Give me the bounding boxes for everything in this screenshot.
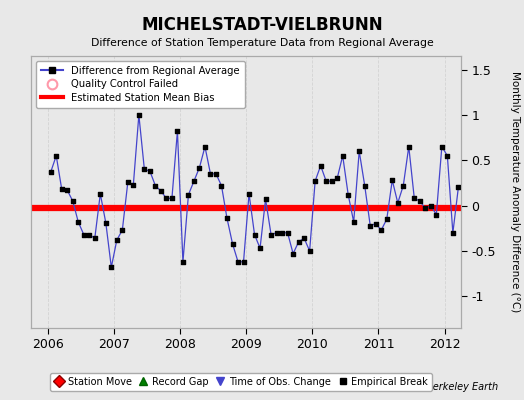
Point — [454, 184, 463, 191]
Point — [129, 182, 137, 188]
Point — [361, 182, 369, 189]
Point — [339, 152, 347, 159]
Point — [471, 207, 479, 213]
Point — [438, 144, 446, 150]
Point — [383, 216, 391, 222]
Point — [399, 182, 408, 189]
Point — [58, 186, 66, 192]
Point — [421, 205, 430, 212]
Point — [256, 245, 264, 252]
Point — [278, 230, 286, 236]
Point — [355, 148, 364, 154]
Point — [377, 227, 386, 233]
Point — [201, 144, 209, 150]
Point — [245, 191, 253, 197]
Point — [118, 227, 126, 233]
Point — [135, 112, 143, 118]
Point — [427, 202, 435, 209]
Point — [69, 198, 77, 204]
Point — [206, 171, 215, 177]
Point — [113, 237, 121, 243]
Text: MICHELSTADT-VIELBRUNN: MICHELSTADT-VIELBRUNN — [141, 16, 383, 34]
Point — [157, 188, 165, 194]
Point — [405, 144, 413, 150]
Point — [261, 196, 270, 202]
Point — [311, 178, 319, 184]
Y-axis label: Monthly Temperature Anomaly Difference (°C): Monthly Temperature Anomaly Difference (… — [510, 71, 520, 313]
Point — [146, 168, 154, 174]
Legend: Difference from Regional Average, Quality Control Failed, Estimated Station Mean: Difference from Regional Average, Qualit… — [37, 61, 245, 108]
Point — [388, 177, 397, 184]
Point — [217, 182, 226, 189]
Point — [289, 250, 297, 257]
Point — [328, 178, 336, 184]
Point — [179, 259, 187, 265]
Point — [184, 192, 193, 198]
Point — [173, 128, 182, 134]
Point — [91, 235, 99, 242]
Point — [212, 171, 220, 177]
Point — [410, 195, 419, 202]
Point — [80, 232, 88, 238]
Text: Difference of Station Temperature Data from Regional Average: Difference of Station Temperature Data f… — [91, 38, 433, 48]
Point — [305, 248, 314, 254]
Point — [52, 152, 60, 159]
Point — [322, 178, 330, 184]
Point — [250, 232, 259, 238]
Point — [283, 230, 292, 236]
Point — [151, 182, 160, 189]
Point — [223, 215, 231, 222]
Point — [107, 264, 115, 270]
Point — [74, 219, 82, 225]
Point — [394, 200, 402, 206]
Point — [96, 191, 104, 197]
Point — [168, 195, 176, 202]
Point — [272, 230, 281, 236]
Point — [476, 144, 485, 150]
Point — [333, 175, 341, 182]
Point — [294, 239, 303, 245]
Point — [372, 220, 380, 227]
Point — [85, 232, 93, 238]
Point — [239, 259, 248, 265]
Point — [300, 235, 308, 242]
Point — [443, 152, 452, 159]
Point — [316, 162, 325, 169]
Point — [432, 212, 441, 218]
Point — [449, 230, 457, 236]
Point — [190, 178, 198, 184]
Point — [267, 232, 275, 238]
Point — [195, 164, 204, 171]
Point — [234, 259, 242, 265]
Point — [63, 187, 71, 193]
Point — [465, 232, 474, 239]
Point — [47, 169, 55, 175]
Legend: Station Move, Record Gap, Time of Obs. Change, Empirical Break: Station Move, Record Gap, Time of Obs. C… — [50, 373, 432, 391]
Point — [124, 179, 132, 185]
Point — [416, 198, 424, 204]
Point — [350, 219, 358, 225]
Point — [162, 195, 171, 202]
Point — [102, 220, 110, 226]
Point — [344, 192, 352, 198]
Point — [228, 240, 237, 247]
Point — [460, 184, 468, 191]
Text: Berkeley Earth: Berkeley Earth — [425, 382, 498, 392]
Point — [366, 222, 375, 229]
Point — [140, 166, 149, 172]
